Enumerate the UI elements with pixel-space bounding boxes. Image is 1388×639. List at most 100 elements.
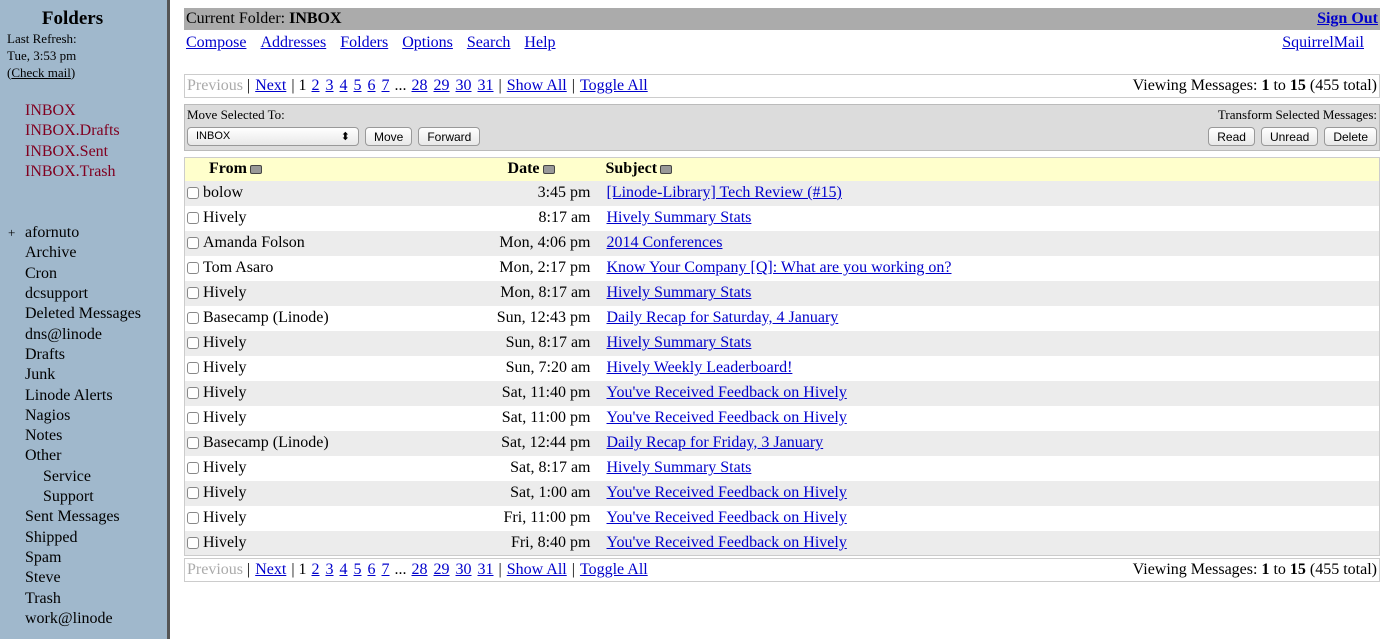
folder-item[interactable]: dcsupport [25, 285, 89, 303]
select-checkbox[interactable] [187, 212, 199, 225]
toggle-all-link[interactable]: Toggle All [579, 77, 648, 94]
delete-button[interactable]: Delete [1324, 127, 1377, 146]
message-row[interactable]: Amanda Folson Mon, 4:06 pm 2014 Conferen… [184, 230, 1380, 256]
message-subject-link[interactable]: You've Received Feedback on Hively [606, 509, 847, 526]
sort-icon[interactable] [542, 165, 555, 175]
folder-item[interactable]: Other [25, 447, 62, 465]
message-subject-link[interactable]: You've Received Feedback on Hively [606, 533, 847, 551]
folder-item[interactable]: Nagios [25, 406, 71, 424]
page-link[interactable]: 2 [311, 77, 320, 94]
select-checkbox[interactable] [187, 287, 199, 300]
page-link[interactable]: 7 [381, 561, 390, 578]
message-row[interactable]: Tom Asaro Mon, 2:17 pm Know Your Company… [185, 256, 1380, 281]
message-row[interactable]: Hively Fri, 11:00 pm You've Received Fee… [185, 506, 1380, 531]
folder-item[interactable]: Linode Alerts [25, 386, 113, 404]
folder-item[interactable]: Steve [25, 569, 61, 587]
read-button[interactable]: Read [1208, 127, 1255, 146]
folder-item[interactable]: Service [43, 467, 91, 485]
folder-item[interactable]: Support [43, 488, 94, 506]
message-subject-link[interactable]: Hively Summary Stats [606, 334, 752, 351]
sort-icon[interactable] [249, 165, 262, 175]
page-link[interactable]: 29 [433, 77, 450, 94]
folder-item[interactable]: Deleted Messages [25, 305, 141, 323]
toggle-all-link[interactable]: Toggle All [579, 561, 648, 578]
page-link[interactable]: 28 [411, 77, 428, 94]
show-all-link[interactable]: Show All [506, 77, 567, 94]
message-subject-link[interactable]: Daily Recap for Saturday, 4 January [606, 309, 839, 326]
message-row[interactable]: Hively Sun, 7:20 am Hively Weekly Leader… [185, 356, 1380, 381]
folder-item[interactable]: Spam [25, 548, 62, 566]
page-link[interactable]: 5 [353, 561, 362, 578]
message-subject-link[interactable]: Hively Weekly Leaderboard! [606, 359, 793, 376]
select-checkbox[interactable] [187, 412, 199, 425]
message-row[interactable]: bolow 3:45 pm [Linode-Library] Tech Revi… [184, 180, 1380, 206]
select-checkbox[interactable] [187, 262, 199, 275]
check-mail-link[interactable]: Check mail [11, 65, 71, 80]
folder-item[interactable]: Junk [25, 366, 56, 384]
select-checkbox[interactable] [187, 487, 199, 500]
message-subject-link[interactable]: Hively Summary Stats [606, 209, 752, 226]
sign-out-link[interactable]: Sign Out [1317, 10, 1378, 27]
message-subject-link[interactable]: You've Received Feedback on Hively [606, 409, 847, 426]
message-row[interactable]: Hively Mon, 8:17 am Hively Summary Stats [184, 280, 1380, 306]
select-checkbox[interactable] [187, 237, 199, 250]
page-link[interactable]: 30 [455, 77, 472, 94]
page-link[interactable]: 3 [325, 561, 334, 578]
folder-inbox-trash[interactable]: INBOX.Trash [25, 162, 116, 180]
page-link[interactable]: 5 [353, 77, 362, 94]
page-link[interactable]: 4 [339, 77, 348, 94]
folder-item[interactable]: Archive [25, 244, 77, 262]
select-checkbox[interactable] [187, 362, 199, 375]
message-subject-link[interactable]: Know Your Company [Q]: What are you work… [606, 259, 952, 276]
menu-options[interactable]: Options [402, 34, 453, 51]
page-link[interactable]: 3 [325, 77, 334, 94]
page-link[interactable]: 28 [411, 561, 428, 578]
page-link[interactable]: 6 [367, 561, 376, 578]
select-checkbox[interactable] [187, 187, 199, 200]
folder-inbox-drafts[interactable]: INBOX.Drafts [25, 122, 120, 140]
folder-item[interactable]: Trash [25, 589, 61, 607]
squirrelmail-link[interactable]: SquirrelMail [1282, 34, 1364, 51]
message-subject-link[interactable]: [Linode-Library] Tech Review (#15) [606, 184, 842, 201]
folder-item[interactable]: dns@linode [25, 325, 102, 343]
select-checkbox[interactable] [187, 387, 199, 400]
message-row[interactable]: Hively Sat, 8:17 am Hively Summary Stats [185, 456, 1380, 481]
message-subject-link[interactable]: Hively Summary Stats [606, 459, 752, 476]
message-row[interactable]: Basecamp (Linode) Sun, 12:43 pm Daily Re… [185, 306, 1380, 331]
menu-search[interactable]: Search [466, 34, 511, 51]
message-subject-link[interactable]: You've Received Feedback on Hively [606, 384, 847, 401]
select-checkbox[interactable] [187, 537, 199, 550]
page-link[interactable]: 31 [477, 561, 494, 578]
message-row[interactable]: Hively 8:17 am Hively Summary Stats [185, 206, 1380, 231]
menu-help[interactable]: Help [524, 34, 556, 51]
message-row[interactable]: Hively Sat, 11:00 pm You've Received Fee… [185, 406, 1380, 431]
select-checkbox[interactable] [187, 437, 199, 450]
message-row[interactable]: Basecamp (Linode) Sat, 12:44 pm Daily Re… [184, 430, 1380, 456]
message-row[interactable]: Hively Sat, 11:40 pm You've Received Fee… [184, 380, 1380, 406]
folder-item[interactable]: Cron [25, 264, 57, 282]
page-link[interactable]: 6 [367, 77, 376, 94]
expand-icon[interactable]: + [8, 225, 16, 241]
message-subject-link[interactable]: Hively Summary Stats [606, 284, 752, 301]
folder-inbox-sent[interactable]: INBOX.Sent [25, 142, 109, 160]
folder-inbox[interactable]: INBOX [25, 102, 76, 119]
folder-item[interactable]: + afornuto [0, 223, 167, 243]
unread-button[interactable]: Unread [1260, 127, 1319, 146]
menu-addresses[interactable]: Addresses [260, 34, 327, 51]
folder-item[interactable]: Sent Messages [25, 508, 120, 526]
page-link[interactable]: 2 [311, 561, 320, 578]
message-subject-link[interactable]: You've Received Feedback on Hively [606, 484, 847, 501]
menu-folders[interactable]: Folders [340, 34, 389, 51]
select-checkbox[interactable] [187, 512, 199, 525]
forward-button[interactable]: Forward [418, 127, 481, 146]
menu-compose[interactable]: Compose [186, 34, 247, 51]
sort-icon[interactable] [660, 165, 673, 175]
folder-item[interactable]: work@linode [25, 609, 113, 627]
page-link[interactable]: 7 [381, 77, 390, 94]
move-button[interactable]: Move [365, 127, 413, 146]
message-row[interactable]: Hively Fri, 8:40 pm You've Received Feed… [184, 530, 1380, 556]
page-link[interactable]: 31 [477, 77, 494, 94]
message-subject-link[interactable]: 2014 Conferences [606, 234, 723, 251]
folder-item[interactable]: Drafts [25, 345, 65, 363]
page-link[interactable]: 29 [433, 561, 450, 578]
